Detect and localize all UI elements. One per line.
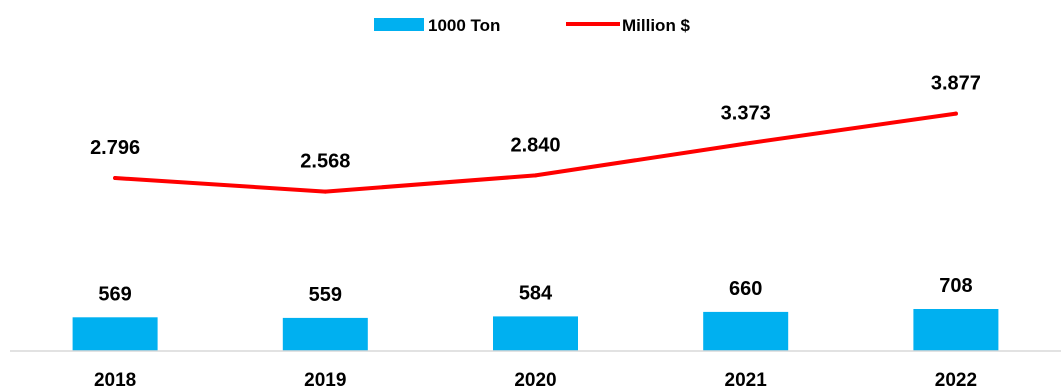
line-point-2020 (533, 173, 538, 178)
line-point-2022 (953, 111, 958, 116)
legend-label-million-dollars: Million $ (622, 16, 691, 35)
line-series-million-dollars (113, 111, 958, 194)
bar-label-2021: 660 (729, 278, 762, 300)
bar-2022 (913, 309, 999, 351)
line-label-2022: 3.877 (931, 73, 981, 95)
tick-label-2018: 2018 (94, 370, 136, 391)
bar-label-2019: 559 (309, 284, 342, 306)
tick-label-2022: 2022 (935, 370, 977, 391)
line-point-2018 (113, 176, 118, 180)
bar-label-2020: 584 (519, 282, 553, 304)
bar-2018 (72, 317, 158, 351)
bar-label-2022: 708 (939, 275, 972, 297)
bar-data-labels: 569 559 584 660 708 (98, 275, 972, 306)
line-label-2019: 2.568 (300, 151, 350, 173)
tick-label-2021: 2021 (725, 370, 768, 391)
tick-label-2019: 2019 (304, 370, 346, 391)
legend-swatch-1000-ton (374, 18, 424, 31)
bar-series-1000-ton (72, 309, 999, 351)
bar-label-2018: 569 (98, 283, 131, 305)
line-data-labels: 2.796 2.568 2.840 3.373 3.877 (90, 73, 981, 173)
bar-2020 (493, 316, 578, 351)
tick-label-2020: 2020 (514, 370, 556, 391)
line-point-2019 (323, 189, 328, 194)
bar-2019 (282, 317, 368, 351)
legend-label-1000-ton: 1000 Ton (428, 16, 500, 35)
line-label-2021: 3.373 (721, 103, 771, 125)
legend: 1000 Ton Million $ (374, 16, 691, 35)
line-label-2018: 2.796 (90, 137, 140, 159)
line-label-2020: 2.840 (510, 134, 560, 156)
bar-2021 (703, 311, 789, 351)
line-point-2021 (743, 141, 748, 146)
x-axis-tick-labels: 2018 2019 2020 2021 2022 (94, 370, 977, 391)
